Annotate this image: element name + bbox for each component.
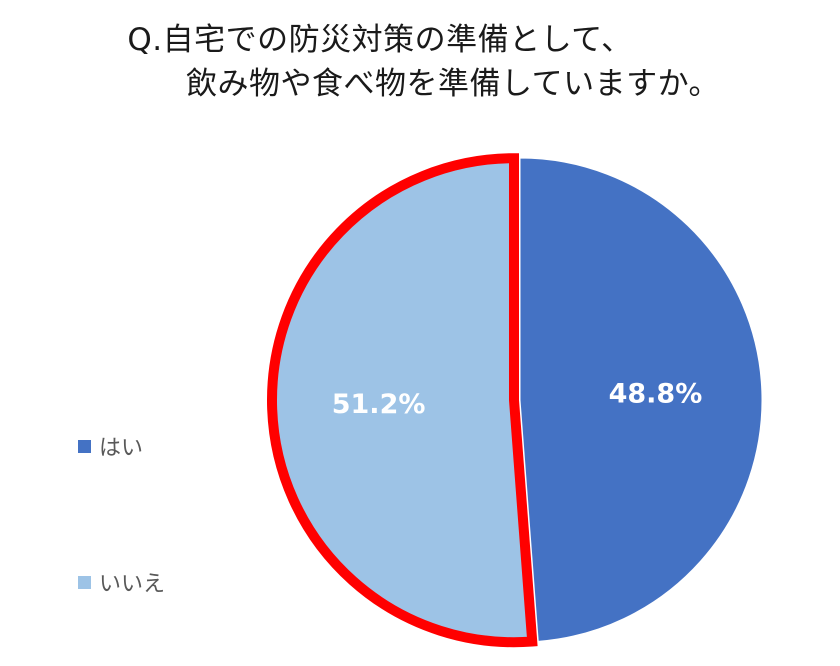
data-label-yes: 48.8% <box>609 378 703 409</box>
highlight-outline <box>267 153 538 648</box>
legend-label-no: いいえ <box>99 572 166 597</box>
chart-title: Q.自宅での防災対策の準備として、 飲み物や食べ物を準備していますか。 <box>0 18 840 106</box>
pie-slice-yes <box>519 157 763 642</box>
legend-label-yes: はい <box>99 436 144 461</box>
legend-swatch-yes <box>78 439 91 453</box>
chart-title-line-1: Q.自宅での防災対策の準備として、 <box>127 22 633 58</box>
legend-swatch-no <box>78 575 91 589</box>
chart-title-line-2: 飲み物や食べ物を準備していますか。 <box>186 66 720 102</box>
data-label-no: 51.2% <box>332 389 426 420</box>
legend-item-yes: はい <box>78 430 143 462</box>
legend-item-no: いいえ <box>78 566 165 598</box>
